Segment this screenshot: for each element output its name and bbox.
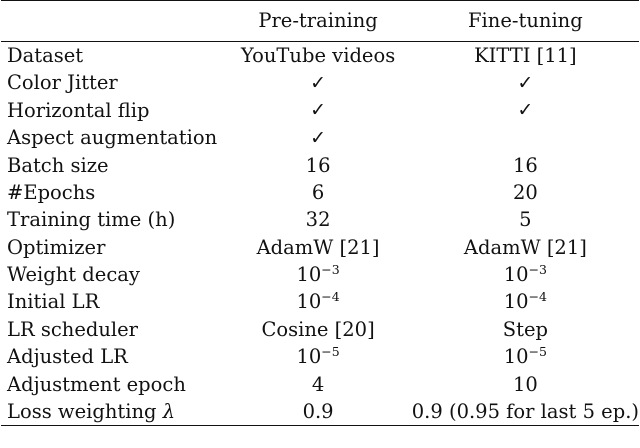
- param-label: Horizontal flip: [7, 98, 150, 122]
- header-finetuning: Fine-tuning: [411, 0, 639, 42]
- table-row: Dataset YouTube videos KITTI [11]: [1, 42, 639, 70]
- power-exponent: −4: [321, 289, 340, 305]
- finetuning-value: 10−5: [412, 343, 639, 370]
- finetuning-value: 20: [512, 180, 538, 204]
- param-label: Adjusted LR: [7, 345, 128, 369]
- table-row: Adjusted LR 10−5 10−5: [1, 343, 639, 370]
- table-row: #Epochs 6 20: [1, 179, 639, 206]
- param-label: #Epochs: [7, 180, 96, 204]
- finetuning-value: 16: [512, 153, 538, 177]
- pretraining-value: 32: [305, 208, 331, 232]
- table-row: Aspect augmentation ✓: [1, 124, 639, 151]
- checkmark-icon: ✓: [310, 72, 327, 95]
- table-row: Horizontal flip ✓ ✓: [1, 97, 639, 124]
- pretraining-value: 6: [311, 180, 325, 204]
- param-label: Dataset: [7, 43, 84, 67]
- table-row: Batch size 16 16: [1, 152, 639, 179]
- power-base: 10: [503, 263, 529, 287]
- param-label: LR scheduler: [7, 317, 138, 341]
- power-exponent: −3: [528, 262, 547, 278]
- lambda-symbol: λ: [162, 400, 176, 424]
- table-row: Weight decay 10−3 10−3: [1, 261, 639, 288]
- checkmark-icon: ✓: [517, 72, 534, 95]
- finetuning-value: [412, 124, 639, 151]
- checkmark-icon: ✓: [310, 126, 327, 149]
- header-blank: [1, 0, 225, 42]
- hyperparameter-table: Pre-training Fine-tuning Dataset YouTube…: [1, 0, 639, 427]
- param-label: Training time (h): [7, 208, 176, 232]
- param-label-text: Loss weighting: [7, 400, 157, 424]
- finetuning-value: 10−3: [412, 261, 639, 288]
- pretraining-value: 4: [311, 372, 325, 396]
- table-row: Optimizer AdamW [21] AdamW [21]: [1, 234, 639, 261]
- header-row: Pre-training Fine-tuning: [1, 0, 639, 42]
- pretraining-value: YouTube videos: [240, 43, 396, 67]
- header-pretraining: Pre-training: [224, 0, 412, 42]
- finetuning-value: AdamW [21]: [463, 235, 587, 259]
- param-label: Initial LR: [7, 290, 100, 314]
- pretraining-value: 10−5: [224, 343, 411, 370]
- param-label: Aspect augmentation: [7, 126, 218, 150]
- finetuning-value: KITTI [11]: [474, 43, 577, 67]
- power-base: 10: [296, 263, 322, 287]
- pretraining-value: 10−3: [224, 261, 411, 288]
- checkmark-icon: ✓: [517, 99, 534, 122]
- finetuning-value: Step: [502, 317, 548, 341]
- finetuning-value: 5: [519, 208, 532, 232]
- finetuning-value: 10−4: [412, 289, 639, 316]
- table-row: Color Jitter ✓ ✓: [1, 69, 639, 96]
- power-exponent: −5: [321, 344, 340, 360]
- pretraining-value: AdamW [21]: [256, 235, 380, 259]
- pretraining-value: Cosine [20]: [261, 317, 375, 341]
- param-label: Loss weighting λ: [1, 398, 225, 427]
- param-label: Weight decay: [7, 263, 140, 287]
- param-label: Adjustment epoch: [7, 372, 186, 396]
- power-exponent: −5: [528, 344, 547, 360]
- power-base: 10: [296, 345, 322, 369]
- power-exponent: −3: [321, 262, 340, 278]
- power-base: 10: [296, 290, 322, 314]
- power-base: 10: [503, 290, 529, 314]
- table-row: Initial LR 10−4 10−4: [1, 289, 639, 316]
- power-exponent: −4: [528, 289, 547, 305]
- table-row: Adjustment epoch 4 10: [1, 371, 639, 398]
- table-row: Loss weighting λ 0.9 0.9 (0.95 for last …: [1, 398, 639, 427]
- checkmark-icon: ✓: [310, 99, 327, 122]
- pretraining-value: 0.9: [224, 398, 412, 427]
- pretraining-value: 16: [305, 153, 331, 177]
- table-row: Training time (h) 32 5: [1, 206, 639, 233]
- table-row: LR scheduler Cosine [20] Step: [1, 316, 639, 343]
- param-label: Batch size: [7, 153, 109, 177]
- finetuning-value: 0.9 (0.95 for last 5 ep.): [411, 398, 639, 427]
- power-base: 10: [503, 345, 529, 369]
- param-label: Optimizer: [7, 235, 106, 259]
- finetuning-value: 10: [512, 372, 538, 396]
- pretraining-value: 10−4: [224, 289, 411, 316]
- param-label: Color Jitter: [7, 71, 118, 95]
